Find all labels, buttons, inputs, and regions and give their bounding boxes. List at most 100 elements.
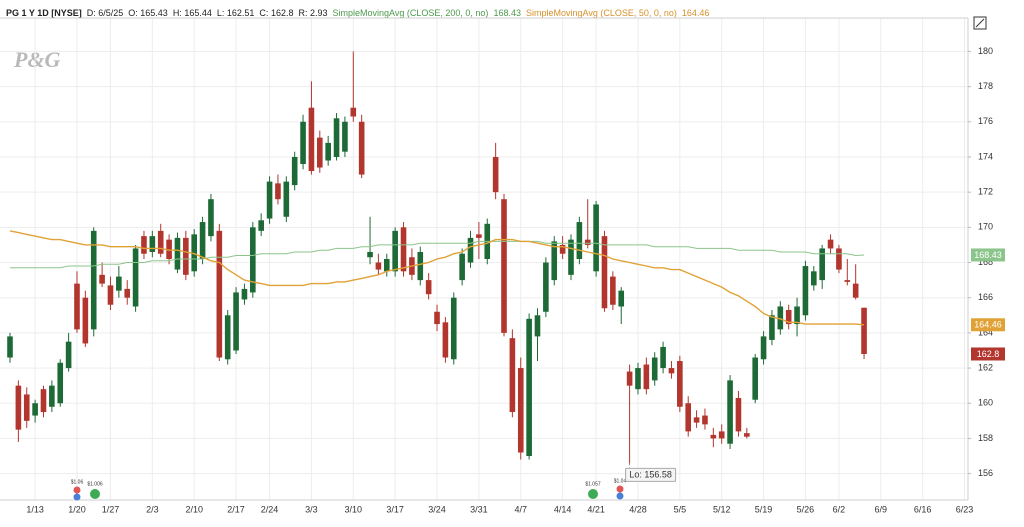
- label: H:: [172, 8, 182, 18]
- x-tick-label: 4/28: [629, 504, 647, 514]
- price-tag: [971, 347, 1005, 361]
- x-tick-label: 2/24: [261, 504, 279, 514]
- event-icon[interactable]: [588, 489, 598, 499]
- y-tick-label: 156: [978, 468, 993, 478]
- candle-body: [358, 121, 365, 175]
- candle-body: [660, 346, 666, 369]
- value: 165.43: [140, 8, 168, 18]
- label: O:: [128, 8, 138, 18]
- candle-body: [693, 417, 700, 423]
- price-tag-label: 164.46: [974, 320, 1002, 330]
- candle-body: [191, 234, 198, 272]
- x-tick-label: 6/16: [914, 504, 932, 514]
- sma-line: [9, 230, 865, 326]
- x-tick-label: 4/14: [554, 504, 572, 514]
- candle-body: [844, 280, 851, 282]
- candle-body: [710, 434, 717, 439]
- candle-body: [233, 292, 239, 351]
- open-field: O: 165.43: [128, 8, 168, 18]
- candle-body: [57, 362, 64, 404]
- candle-body: [342, 121, 348, 152]
- low-annotation-label: Lo:: [629, 470, 642, 480]
- icon-arrow: [975, 18, 985, 28]
- logo: P&G: [13, 47, 61, 72]
- candle-body: [400, 227, 407, 272]
- x-tick-label: 2/17: [227, 504, 245, 514]
- candle-body: [383, 259, 390, 272]
- event-label: $1.057: [585, 481, 601, 487]
- candle-body: [744, 433, 750, 437]
- candle-body: [116, 276, 122, 291]
- y-tick-label: 178: [978, 81, 993, 91]
- candle-body: [325, 142, 331, 161]
- low-annotation-value: 156.58: [644, 470, 672, 480]
- high-field: H: 165.44: [173, 8, 212, 18]
- candle-body: [802, 266, 809, 316]
- candle-body: [283, 181, 290, 217]
- value: 162.8: [270, 8, 294, 18]
- x-tick-label: 3/31: [470, 504, 488, 514]
- event-label: $1.04: [614, 478, 627, 484]
- candle-body: [559, 244, 566, 254]
- candle-body: [224, 315, 231, 360]
- x-tick-label: 2/10: [185, 504, 203, 514]
- x-tick-label: 5/26: [797, 504, 815, 514]
- candle-body: [166, 239, 172, 259]
- low-annotation: Lo: 156.58: [629, 470, 672, 480]
- candle-body: [526, 318, 532, 457]
- candle-body: [132, 248, 139, 307]
- candle-body: [74, 283, 80, 330]
- event-icon[interactable]: [616, 492, 624, 500]
- x-tick-label: 1/13: [26, 504, 44, 514]
- x-tick-label: 1/27: [102, 504, 120, 514]
- candle-body: [861, 307, 867, 354]
- x-tick-label: 3/3: [305, 504, 318, 514]
- value: 165.44: [184, 8, 212, 18]
- candle-body: [534, 315, 541, 337]
- event-icon[interactable]: [90, 489, 100, 499]
- candle-body: [208, 199, 214, 237]
- event-icon[interactable]: [616, 485, 624, 493]
- price-tag-label: 168.43: [974, 250, 1002, 260]
- candle-body: [450, 297, 457, 360]
- y-tick-label: 172: [978, 187, 993, 197]
- y-tick-label: 158: [978, 433, 993, 443]
- low-field: L: 162.51: [217, 8, 255, 18]
- label: L:: [216, 8, 225, 18]
- event-icon[interactable]: [73, 486, 81, 494]
- candle-body: [517, 368, 524, 453]
- y-tick-label: 170: [978, 222, 993, 232]
- candle-body: [635, 368, 641, 390]
- candle-body: [392, 230, 398, 272]
- candle-body: [250, 227, 256, 293]
- candle-body: [141, 236, 147, 254]
- candle-body: [199, 222, 206, 259]
- candle-body: [333, 118, 340, 157]
- x-tick-label: 5/12: [713, 504, 731, 514]
- y-tick-label: 160: [978, 398, 993, 408]
- expand-icon[interactable]: [973, 16, 987, 30]
- x-tick-label: 1/20: [68, 504, 86, 514]
- legend-sma50-value: 164.46: [681, 8, 710, 18]
- value: 2.93: [309, 8, 328, 18]
- candle-body: [459, 253, 465, 281]
- candle-body: [216, 230, 223, 358]
- value: 6/5/25: [98, 8, 124, 18]
- price-tag: [971, 248, 1005, 262]
- candle-body: [375, 262, 382, 270]
- candle-body: [760, 336, 767, 360]
- icon-frame: [973, 16, 987, 30]
- candle-body: [291, 156, 298, 186]
- candle-body: [576, 222, 583, 259]
- event-icon[interactable]: [73, 493, 81, 501]
- candle-body: [183, 237, 189, 275]
- candle-body: [99, 274, 105, 284]
- candle-body: [643, 364, 650, 390]
- candle-body: [593, 204, 599, 272]
- events: $1.06 $1.006 $1.057 $1.04: [71, 478, 627, 501]
- candle-body: [65, 341, 72, 369]
- candle-body: [49, 385, 55, 407]
- y-tick-label: 174: [978, 151, 993, 161]
- close-field: C: 162.8: [259, 8, 293, 18]
- candle-body: [677, 361, 683, 407]
